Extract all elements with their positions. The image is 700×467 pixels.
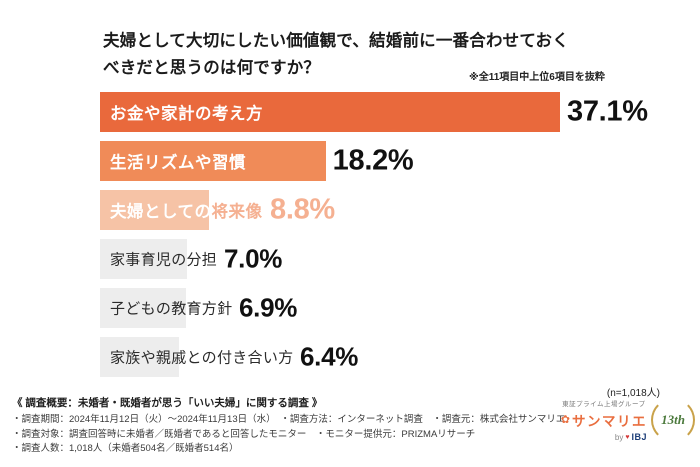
title-note: ※全11項目中上位6項目を抜粋 xyxy=(469,72,605,83)
bar-value-education: 6.9% xyxy=(239,292,298,323)
bar-label-relatives: 家族や親戚との付き合い方 xyxy=(110,349,294,367)
ibj-heart-icon: ♥ xyxy=(625,433,630,441)
bar-housework xyxy=(100,239,187,279)
bar-label-future-outside: 将来像 xyxy=(211,203,263,221)
bar-money xyxy=(100,92,560,132)
title-line-1: 夫婦として大切にしたい価値観で、結婚前に一番合わせておく xyxy=(103,32,569,50)
anniversary-laurel-badge: 13th xyxy=(651,398,695,442)
ibj-logo-text: IBJ xyxy=(631,432,647,442)
bar-row-education: 子どもの教育方針 6.9% xyxy=(100,288,695,328)
bar-label-future-inside: 夫婦としての xyxy=(110,203,212,221)
survey-overview-heading: 《 調査概要：未婚者・既婚者が思う「いい夫婦」に関する調査 》 xyxy=(12,397,323,409)
brand-name-row: ✿ サンマリエ xyxy=(561,410,647,430)
bar-label-future: 夫婦としての将来像 xyxy=(110,198,263,222)
bar-future xyxy=(100,190,210,230)
bar-lifestyle xyxy=(100,141,326,181)
bar-education xyxy=(100,288,186,328)
survey-overview-line-period: ・調査期間：2024年11月12日（火）～2024年11月13日（水） ・調査方… xyxy=(12,414,566,425)
bar-label-money: お金や家計の考え方 xyxy=(110,105,263,123)
bar-value-lifestyle: 18.2% xyxy=(332,144,414,177)
bar-label-education: 子どもの教育方針 xyxy=(110,300,233,318)
brand-by-row: by ♥ IBJ xyxy=(615,432,647,442)
survey-overview-line-target: ・調査対象：調査回答時に未婚者／既婚者であると回答したモニター ・モニター提供元… xyxy=(12,428,476,440)
bar-value-money: 37.1% xyxy=(567,95,648,128)
brand-name: サンマリエ xyxy=(572,414,647,429)
bar-value-housework: 7.0% xyxy=(224,243,283,274)
brand-logo-block: 東証プライム上場グループ ✿ サンマリエ by ♥ IBJ 13th xyxy=(561,398,695,442)
bar-row-lifestyle: 生活リズムや習慣 18.2% xyxy=(100,141,695,181)
bar-label-lifestyle: 生活リズムや習慣 xyxy=(110,154,246,172)
brand-logo-left: 東証プライム上場グループ ✿ サンマリエ by ♥ IBJ xyxy=(561,398,647,442)
bar-value-future: 8.8% xyxy=(270,193,335,226)
bar-row-money: お金や家計の考え方 37.1% xyxy=(100,92,695,132)
survey-overview: 《 調査概要：未婚者・既婚者が思う「いい夫婦」に関する調査 》 ・調査期間：20… xyxy=(12,395,592,457)
bar-row-future: 夫婦としての将来像 8.8% xyxy=(100,190,695,230)
title-line-2: べきだと思うのは何ですか？ xyxy=(103,59,321,78)
bar-value-relatives: 6.4% xyxy=(300,341,359,372)
anniversary-badge-text: 13th xyxy=(661,412,685,427)
bar-row-housework: 家事育児の分担 7.0% xyxy=(100,239,695,279)
sunmarie-flower-icon: ✿ xyxy=(560,413,570,426)
page-title: 夫婦として大切にしたい価値観で、結婚前に一番合わせておく べきだと思うのは何です… xyxy=(103,28,569,82)
survey-overview-line-count: ・調査人数：1,018人（未婚者504名／既婚者514名） xyxy=(12,443,239,455)
brand-by-label: by xyxy=(614,432,624,442)
bar-label-housework: 家事育児の分担 xyxy=(110,251,218,269)
brand-group-text: 東証プライム上場グループ xyxy=(562,401,646,408)
bar-relatives xyxy=(100,337,180,377)
bar-chart: お金や家計の考え方 37.1% 生活リズムや習慣 18.2% 夫婦としての将来像… xyxy=(100,92,695,386)
sample-size-label: (n=1,018人) xyxy=(606,388,660,399)
bar-row-relatives: 家族や親戚との付き合い方 6.4% xyxy=(100,337,695,377)
